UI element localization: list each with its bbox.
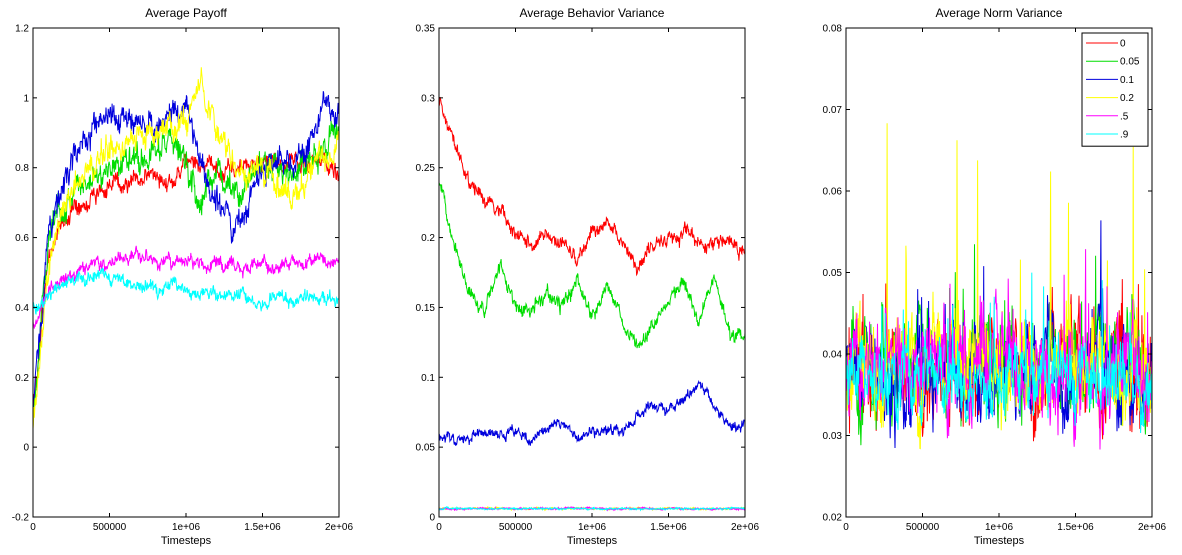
legend-label: 0.1 [1120,75,1134,86]
chart-title: Average Behavior Variance [520,6,665,20]
x-tick-label: 1e+06 [985,522,1014,533]
y-tick-label: 0.2 [15,373,29,384]
y-tick-label: 0.08 [823,24,843,35]
legend-box [1081,32,1149,147]
series-line-0.1 [439,379,745,447]
series-group [439,96,745,512]
x-axis-label: Timesteps [161,535,212,547]
y-tick-label: 1 [23,93,29,104]
y-tick-label: 0.05 [416,443,436,454]
x-tick-label: 1e+06 [578,522,607,533]
y-tick-label: -0.2 [12,513,30,524]
x-tick-label: 0 [436,522,442,533]
legend: 0 0.05 0.1 0.2 .5 .9 [1081,32,1149,147]
y-tick-label: 0.05 [823,268,843,279]
chart-panel-0: -0.200.20.40.60.811.20 500000 1e+06 1.5e+06… [12,6,354,547]
x-tick-label: 1.5e+06 [650,522,687,533]
y-tick-label: 0 [23,443,29,454]
y-tick-label: 0.02 [823,513,843,524]
chart-title: Average Payoff [145,6,227,20]
y-tick-label: 0.6 [15,233,29,244]
x-tick-label: 1e+06 [172,522,201,533]
x-tick-label: 2e+06 [325,522,354,533]
chart-panel-1: 0 0.05 0.1 0.15 0.2 0.25 0.3 0.35 0 500000 1e+06 1.… [416,6,760,547]
series-line-0.2 [33,67,339,430]
y-tick-label: 0.04 [823,350,843,361]
x-tick-label: 500000 [499,522,533,533]
series-group [846,123,1152,450]
axes-box [438,27,746,518]
x-tick-label: 0 [30,522,36,533]
y-tick-label: 0.4 [15,303,29,314]
y-tick-label: 0.25 [416,163,436,174]
chart-title: Average Norm Variance [936,6,1063,20]
y-tick-label: 0.3 [421,93,435,104]
series-line-.9 [439,505,745,512]
series-line-0.05 [439,181,745,349]
legend-label: 0 [1120,39,1126,50]
x-tick-label: 1.5e+06 [1057,522,1094,533]
y-tick-label: 0.1 [421,373,435,384]
y-tick-label: 0 [429,513,435,524]
series-line-.5 [33,245,339,329]
y-tick-label: 0.2 [421,233,435,244]
series-line-.9 [846,272,1152,434]
series-line-0.2 [846,123,1152,450]
y-tick-label: 1.2 [15,24,29,35]
series-line-.9 [33,267,339,315]
legend-label: .9 [1120,130,1129,141]
y-tick-label: 0.8 [15,163,29,174]
x-axis-label: Timesteps [974,535,1025,547]
series-line-0.1 [33,91,339,418]
y-tick-label: 0.07 [823,105,843,116]
legend-label: 0.05 [1120,57,1140,68]
legend-label: 0.2 [1120,93,1134,104]
y-tick-label: 0.06 [823,187,843,198]
x-tick-label: 2e+06 [1138,522,1167,533]
series-line-0 [33,151,339,413]
y-tick-label: 0.15 [416,303,436,314]
chart-panel-2: 0.02 0.03 0.04 0.05 0.06 0.07 0.08 0 500000 1e+06… [823,6,1167,547]
x-tick-label: 0 [843,522,849,533]
x-tick-label: 500000 [906,522,940,533]
x-tick-label: 2e+06 [731,522,760,533]
series-group [33,67,339,430]
series-line-0 [439,96,745,277]
x-tick-label: 1.5e+06 [244,522,281,533]
y-tick-label: 0.03 [823,431,843,442]
x-axis-label: Timesteps [567,535,618,547]
y-tick-label: 0.35 [416,24,436,35]
legend-label: .5 [1120,111,1129,122]
x-tick-label: 500000 [93,522,127,533]
